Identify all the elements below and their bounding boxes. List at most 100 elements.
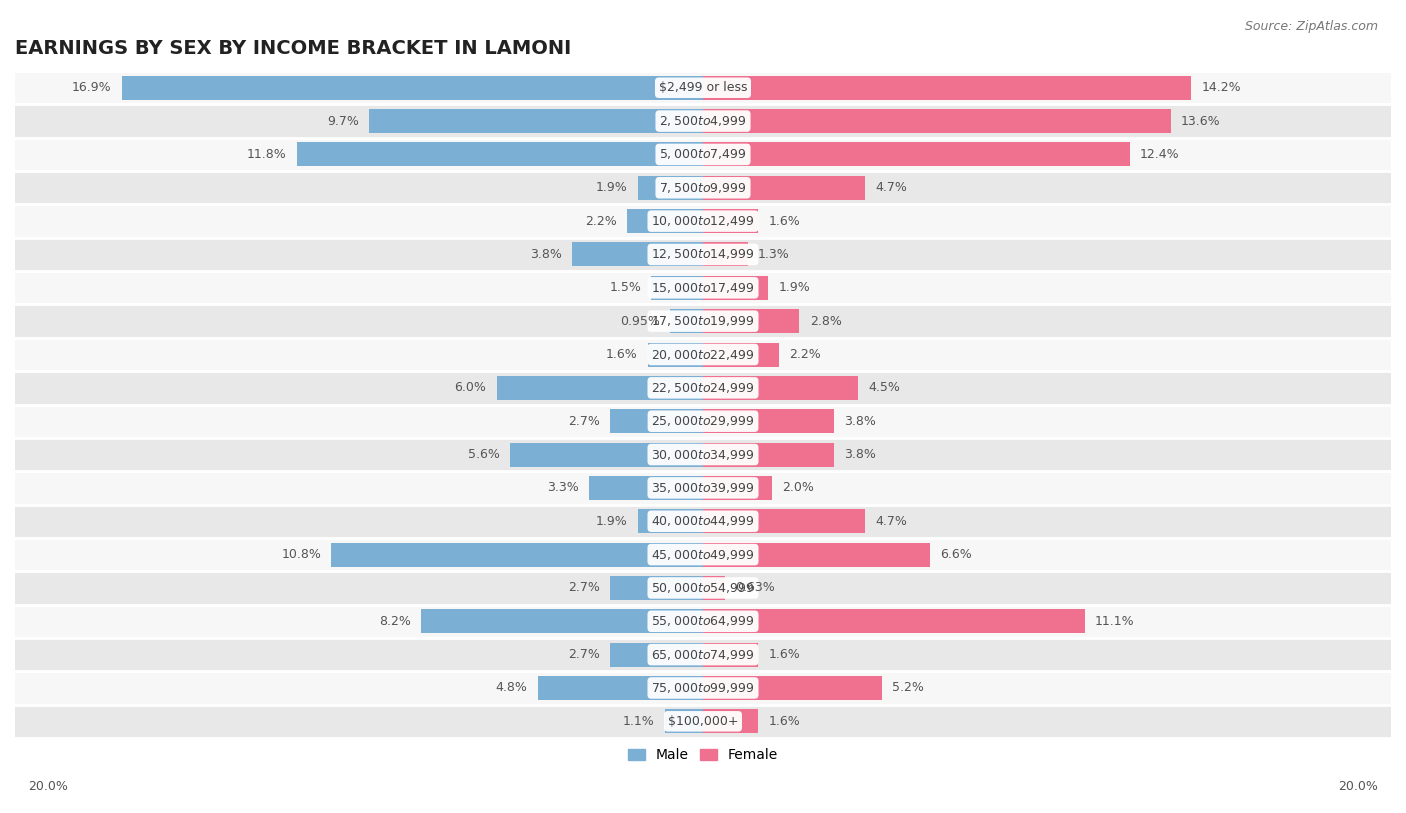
Bar	[703, 209, 758, 233]
Text: 10.8%: 10.8%	[281, 548, 321, 561]
Text: 11.1%: 11.1%	[1095, 615, 1135, 628]
Bar	[703, 342, 779, 367]
Text: 4.7%: 4.7%	[875, 181, 907, 194]
Bar	[15, 472, 1391, 505]
Bar	[15, 638, 1391, 672]
Bar	[15, 705, 1391, 738]
Text: $35,000 to $39,999: $35,000 to $39,999	[651, 481, 755, 495]
Bar	[703, 542, 929, 567]
Text: $15,000 to $17,499: $15,000 to $17,499	[651, 280, 755, 295]
Bar	[703, 109, 1171, 133]
Bar	[665, 709, 703, 733]
Legend: Male, Female: Male, Female	[623, 742, 783, 767]
Bar	[297, 142, 703, 167]
Text: $12,500 to $14,999: $12,500 to $14,999	[651, 247, 755, 262]
Bar	[703, 276, 768, 300]
Text: 2.8%: 2.8%	[810, 315, 842, 328]
Bar	[638, 176, 703, 200]
Bar	[703, 642, 758, 667]
Text: $2,499 or less: $2,499 or less	[659, 81, 747, 94]
Bar	[651, 276, 703, 300]
Bar	[15, 171, 1391, 204]
Text: 14.2%: 14.2%	[1202, 81, 1241, 94]
Bar	[510, 442, 703, 467]
Bar	[589, 476, 703, 500]
Text: 2.7%: 2.7%	[568, 415, 600, 428]
Bar	[15, 137, 1391, 171]
Text: 20.0%: 20.0%	[28, 780, 67, 793]
Text: 3.8%: 3.8%	[530, 248, 562, 261]
Bar	[610, 576, 703, 600]
Text: 2.7%: 2.7%	[568, 581, 600, 594]
Text: 0.63%: 0.63%	[735, 581, 775, 594]
Text: 6.6%: 6.6%	[941, 548, 972, 561]
Bar	[610, 409, 703, 433]
Text: 3.8%: 3.8%	[844, 415, 876, 428]
Bar	[627, 209, 703, 233]
Text: 3.8%: 3.8%	[844, 448, 876, 461]
Bar	[15, 672, 1391, 705]
Bar	[703, 476, 772, 500]
Text: $5,000 to $7,499: $5,000 to $7,499	[659, 147, 747, 162]
Bar	[15, 438, 1391, 472]
Text: $2,500 to $4,999: $2,500 to $4,999	[659, 114, 747, 128]
Text: 3.3%: 3.3%	[547, 481, 579, 494]
Bar	[15, 272, 1391, 305]
Bar	[332, 542, 703, 567]
Bar	[703, 309, 800, 333]
Text: $17,500 to $19,999: $17,500 to $19,999	[651, 314, 755, 328]
Text: $25,000 to $29,999: $25,000 to $29,999	[651, 414, 755, 428]
Text: $65,000 to $74,999: $65,000 to $74,999	[651, 648, 755, 662]
Text: 20.0%: 20.0%	[1339, 780, 1378, 793]
Text: $20,000 to $22,499: $20,000 to $22,499	[651, 347, 755, 362]
Bar	[15, 572, 1391, 605]
Text: $40,000 to $44,999: $40,000 to $44,999	[651, 515, 755, 528]
Bar	[370, 109, 703, 133]
Text: $55,000 to $64,999: $55,000 to $64,999	[651, 615, 755, 628]
Bar	[15, 372, 1391, 405]
Text: Source: ZipAtlas.com: Source: ZipAtlas.com	[1244, 20, 1378, 33]
Text: 2.2%: 2.2%	[585, 215, 617, 228]
Bar	[15, 104, 1391, 137]
Bar	[15, 204, 1391, 237]
Text: 12.4%: 12.4%	[1140, 148, 1180, 161]
Bar	[703, 376, 858, 400]
Bar	[572, 242, 703, 267]
Text: 1.9%: 1.9%	[596, 181, 627, 194]
Text: 1.9%: 1.9%	[779, 281, 810, 294]
Text: 1.6%: 1.6%	[606, 348, 638, 361]
Bar	[703, 709, 758, 733]
Text: 2.7%: 2.7%	[568, 648, 600, 661]
Text: $10,000 to $12,499: $10,000 to $12,499	[651, 214, 755, 228]
Text: 4.7%: 4.7%	[875, 515, 907, 528]
Text: 1.6%: 1.6%	[768, 215, 800, 228]
Bar	[15, 538, 1391, 572]
Bar	[15, 305, 1391, 338]
Text: 9.7%: 9.7%	[328, 115, 359, 128]
Bar	[703, 609, 1085, 633]
Bar	[703, 76, 1191, 100]
Bar	[648, 342, 703, 367]
Text: EARNINGS BY SEX BY INCOME BRACKET IN LAMONI: EARNINGS BY SEX BY INCOME BRACKET IN LAM…	[15, 39, 571, 59]
Text: $45,000 to $49,999: $45,000 to $49,999	[651, 548, 755, 562]
Bar	[703, 176, 865, 200]
Text: 1.1%: 1.1%	[623, 715, 655, 728]
Bar	[15, 71, 1391, 104]
Bar	[671, 309, 703, 333]
Text: 4.8%: 4.8%	[496, 681, 527, 694]
Text: 1.5%: 1.5%	[609, 281, 641, 294]
Text: $22,500 to $24,999: $22,500 to $24,999	[651, 380, 755, 395]
Bar	[610, 642, 703, 667]
Bar	[15, 605, 1391, 638]
Bar	[703, 576, 724, 600]
Bar	[420, 609, 703, 633]
Text: $75,000 to $99,999: $75,000 to $99,999	[651, 681, 755, 695]
Text: 1.9%: 1.9%	[596, 515, 627, 528]
Text: 8.2%: 8.2%	[378, 615, 411, 628]
Text: 4.5%: 4.5%	[868, 381, 900, 394]
Bar	[15, 237, 1391, 272]
Text: 6.0%: 6.0%	[454, 381, 486, 394]
Bar	[638, 509, 703, 533]
Bar	[703, 409, 834, 433]
Bar	[15, 505, 1391, 538]
